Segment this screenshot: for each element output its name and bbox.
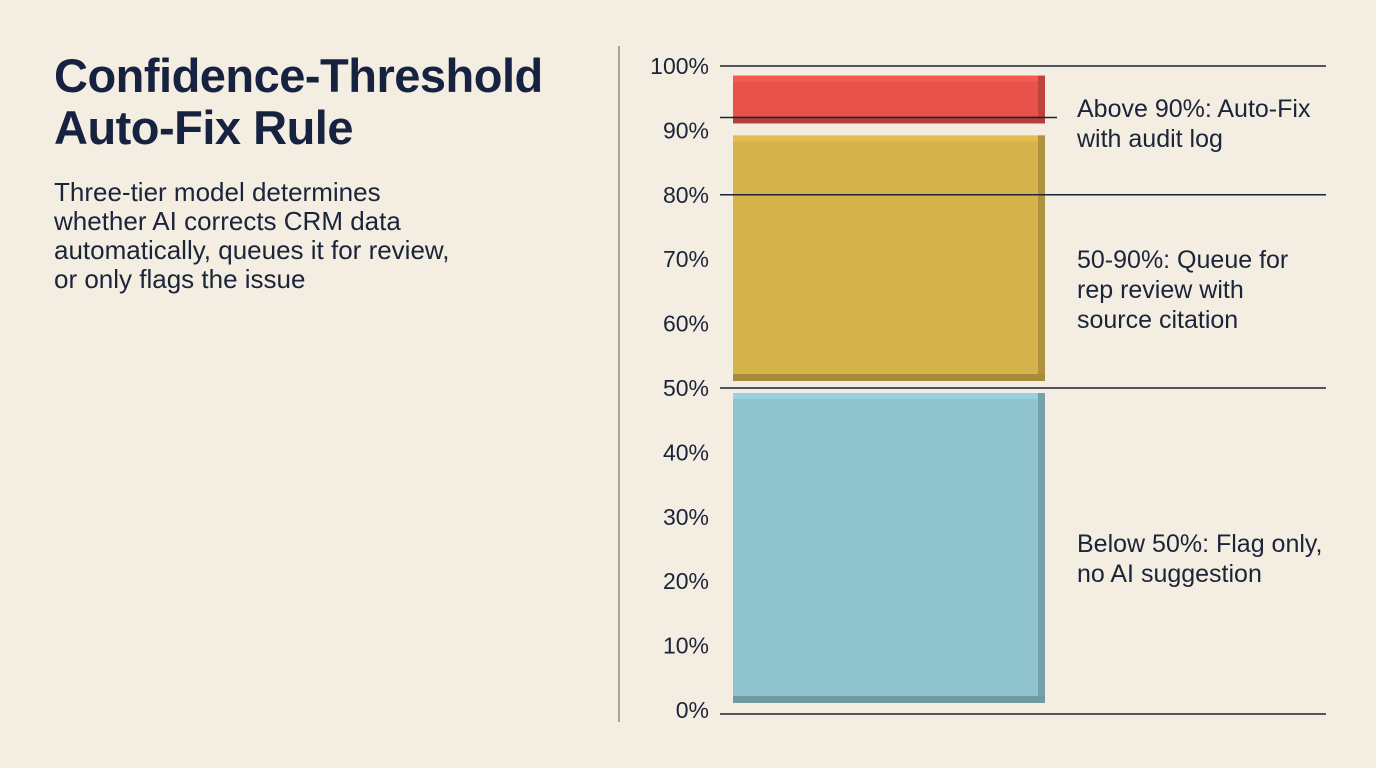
page-subtitle: Three-tier model determines whether AI c… [54,178,574,294]
tier-bar [733,393,1045,703]
title-line-2: Auto-Fix Rule [54,101,353,154]
page-title: Confidence-Threshold Auto-Fix Rule [54,50,614,154]
tier-bar [733,75,1045,124]
tier-bar-bottom-edge [733,116,1045,124]
tier-bar-bottom-edge [733,696,1045,703]
y-tick-label: 60% [663,311,709,337]
tier-bar-bottom-edge [733,374,1045,381]
tier-bar-edge [1038,135,1045,381]
tier-bar-edge [1038,75,1045,124]
tier-bar [733,135,1045,381]
tier-label: source citation [1077,306,1238,334]
tier-bar-highlight [733,75,1045,82]
y-tick-label: 30% [663,504,709,530]
tier-label: 50-90%: Queue for [1077,246,1288,274]
y-tick-label: 100% [650,53,709,79]
y-tick-label: 80% [663,182,709,208]
subtitle-line-1: Three-tier model determines [54,177,381,207]
y-tick-label: 20% [663,568,709,594]
tier-label: rep review with [1077,276,1244,304]
subtitle-line-4: or only flags the issue [54,264,306,294]
tier-label: Above 90%: Auto-Fix [1077,95,1311,123]
tier-label: with audit log [1076,125,1223,153]
tier-label: no AI suggestion [1077,560,1262,588]
tier-label: Below 50%: Flag only, [1077,530,1323,558]
y-tick-label: 90% [663,117,709,143]
tier-bar-highlight [733,135,1045,142]
y-tick-label: 70% [663,246,709,272]
tier-bar-edge [1038,393,1045,703]
y-tick-label: 50% [663,375,709,401]
subtitle-line-2: whether AI corrects CRM data [54,206,401,236]
subtitle-line-3: automatically, queues it for review, [54,235,450,265]
vertical-divider [618,46,620,722]
title-line-1: Confidence-Threshold [54,49,543,102]
y-tick-label: 0% [676,697,709,723]
tier-bar-highlight [733,393,1045,399]
y-tick-label: 10% [663,633,709,659]
y-tick-label: 40% [663,439,709,465]
